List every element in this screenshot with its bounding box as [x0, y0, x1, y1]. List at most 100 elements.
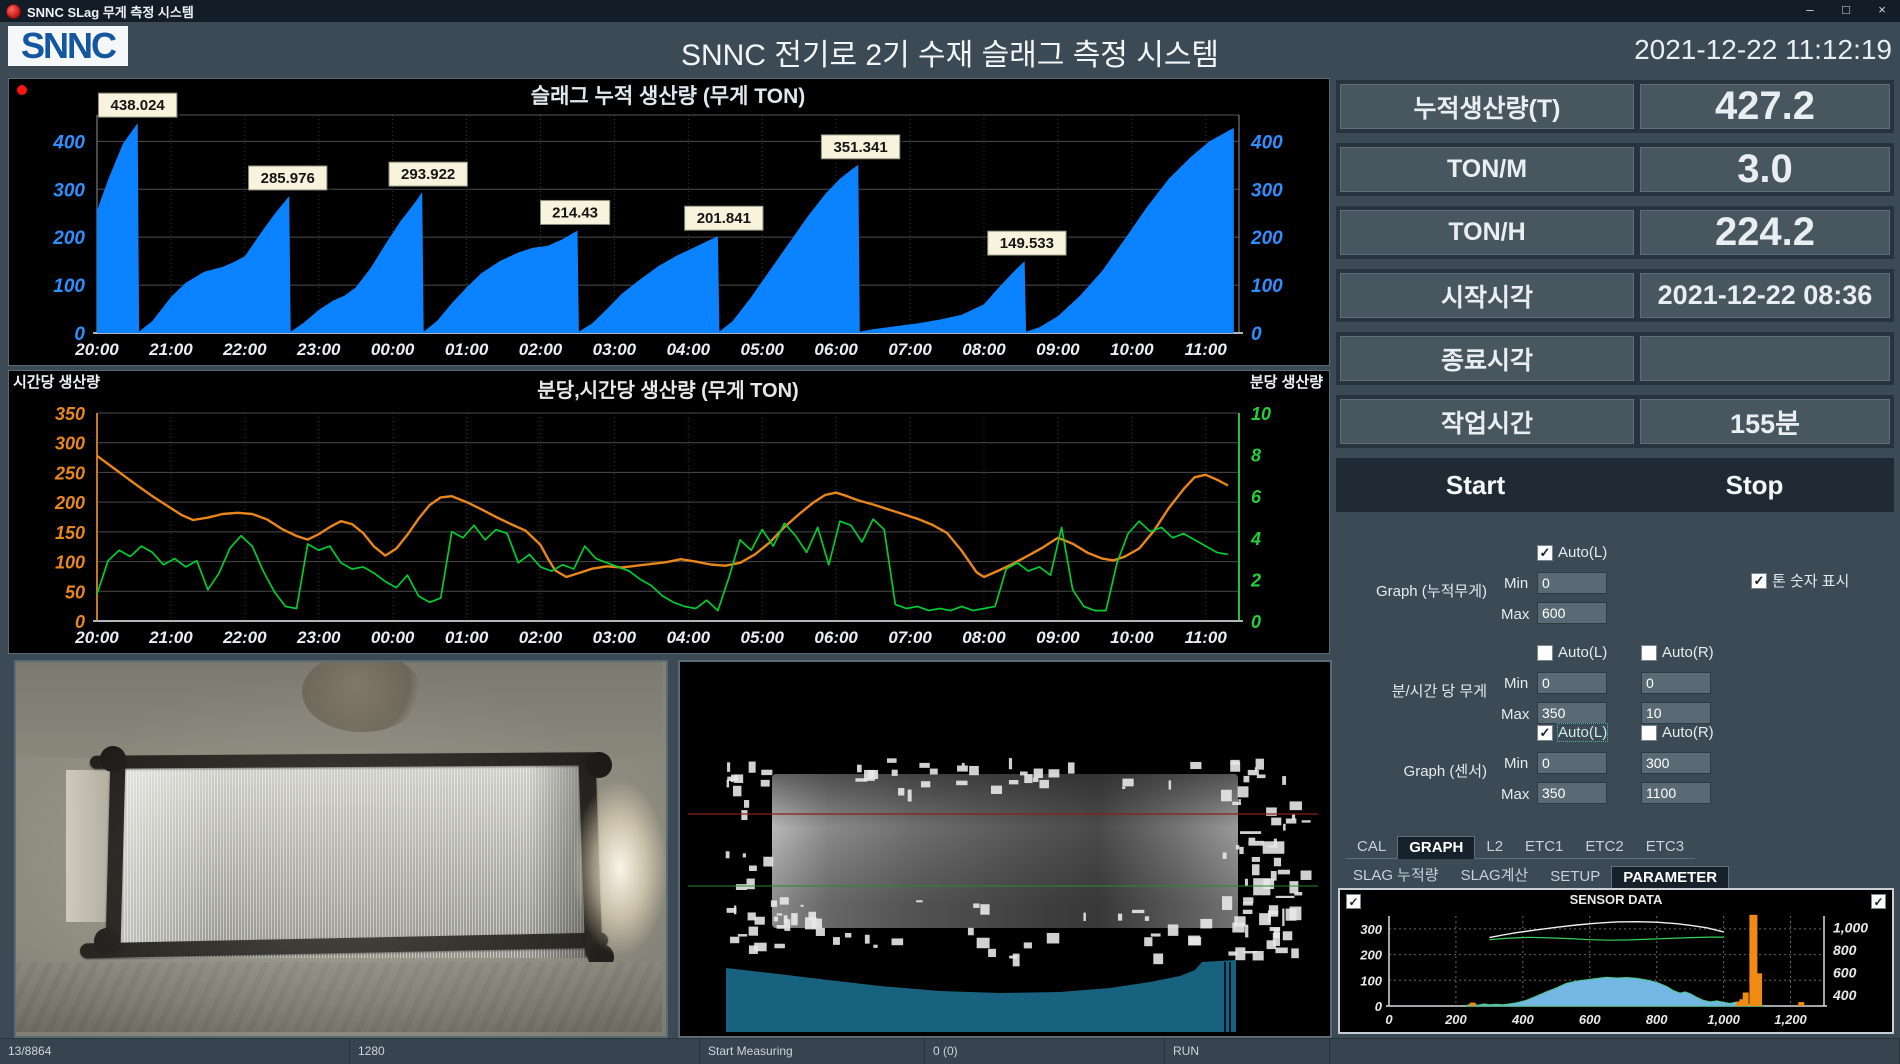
auto-right-checkbox-label: Auto(R): [1662, 724, 1714, 741]
graph-settings-group-label: Graph (센서): [1403, 763, 1487, 780]
close-button[interactable]: ×: [1878, 2, 1886, 17]
ton-number-checkbox[interactable]: ✓: [1751, 572, 1767, 589]
pipe-joint: [100, 746, 126, 772]
stat-value: 427.2: [1640, 84, 1890, 129]
auto-right-checkbox-box[interactable]: [1641, 724, 1657, 741]
camera-light-glow: [572, 780, 666, 956]
max-label: Max: [1501, 786, 1530, 803]
auto-left-checkbox-label: Auto(L): [1558, 544, 1608, 561]
page-title: SNNC 전기로 2기 수재 슬래그 측정 시스템: [680, 39, 1220, 72]
svg-text:150: 150: [55, 523, 85, 543]
svg-text:0: 0: [1251, 612, 1261, 632]
svg-text:4: 4: [1250, 529, 1261, 549]
tab-bar-upper: CAL GRAPH L2 ETC1 ETC2 ETC3: [1346, 836, 1696, 859]
tab-bar-lower: SLAG 누적량 SLAG계산 SETUP PARAMETER: [1342, 862, 1730, 889]
svg-text:201.841: 201.841: [697, 210, 751, 227]
camera-haze: [16, 662, 666, 1036]
svg-text:06:00: 06:00: [814, 628, 858, 647]
min-right-input[interactable]: [1641, 672, 1711, 694]
svg-text:800: 800: [1833, 942, 1857, 958]
max-left-input[interactable]: [1537, 782, 1607, 804]
max-right-input[interactable]: [1641, 702, 1711, 724]
recording-indicator-dot: [17, 85, 27, 95]
svg-text:20:00: 20:00: [74, 628, 119, 647]
stat-label: 시작시각: [1340, 273, 1634, 318]
svg-text:10: 10: [1251, 404, 1271, 424]
tab-cal[interactable]: CAL: [1357, 838, 1387, 855]
auto-left-checkbox[interactable]: ✓ Auto(L): [1537, 723, 1609, 742]
svg-text:09:00: 09:00: [1036, 628, 1080, 647]
svg-text:03:00: 03:00: [593, 340, 637, 359]
svg-text:250: 250: [54, 463, 85, 483]
tab-etc2[interactable]: ETC2: [1585, 838, 1624, 855]
stat-label: 종료시각: [1340, 336, 1634, 381]
svg-text:03:00: 03:00: [593, 628, 637, 647]
auto-right-checkbox[interactable]: Auto(R): [1641, 724, 1714, 741]
svg-text:200: 200: [1359, 948, 1382, 963]
svg-text:1,000: 1,000: [1833, 919, 1868, 935]
auto-left-checkbox-box[interactable]: ✓: [1537, 724, 1553, 741]
svg-text:01:00: 01:00: [445, 340, 489, 359]
stat-label: 누적생산량(T): [1340, 84, 1634, 129]
svg-text:0: 0: [1385, 1012, 1393, 1027]
tab-slag계산[interactable]: SLAG계산: [1460, 867, 1529, 884]
svg-text:08:00: 08:00: [962, 340, 1006, 359]
sensor-left-checkbox[interactable]: ✓: [1346, 894, 1361, 909]
status-bar: 13/8864 1280 Start Measuring 0 (0) RUN: [0, 1038, 1900, 1064]
stat-value: 155분: [1640, 399, 1890, 444]
auto-right-checkbox[interactable]: Auto(R): [1641, 644, 1714, 661]
svg-text:1,000: 1,000: [1707, 1012, 1740, 1027]
max-left-input[interactable]: [1537, 602, 1607, 624]
tab-setup[interactable]: SETUP: [1550, 868, 1601, 885]
svg-text:200: 200: [54, 493, 85, 513]
depth-gradient-rectangle: [772, 774, 1238, 928]
svg-text:0: 0: [74, 324, 85, 345]
status-segment: 1280: [350, 1039, 700, 1064]
start-button[interactable]: Start: [1445, 469, 1506, 500]
tab-etc1[interactable]: ETC1: [1525, 838, 1564, 855]
min-right-input[interactable]: [1641, 752, 1711, 774]
tab-l2[interactable]: L2: [1486, 838, 1504, 855]
tab-parameter[interactable]: PARAMETER: [1611, 866, 1730, 889]
svg-text:05:00: 05:00: [741, 340, 785, 359]
svg-text:100: 100: [1360, 973, 1382, 988]
auto-right-checkbox-box[interactable]: [1641, 644, 1657, 661]
svg-text:400: 400: [52, 132, 85, 153]
auto-left-checkbox-box[interactable]: ✓: [1537, 544, 1553, 561]
max-right-input[interactable]: [1641, 782, 1711, 804]
auto-left-checkbox[interactable]: Auto(L): [1537, 644, 1607, 661]
stat-label: 작업시간: [1340, 399, 1634, 444]
minimize-button[interactable]: –: [1806, 2, 1814, 17]
tab-etc3[interactable]: ETC3: [1645, 838, 1685, 855]
window-title: SNNC SLag 무게 측정 시스템: [27, 4, 194, 20]
svg-text:11:00: 11:00: [1185, 628, 1228, 647]
tab-slag-누적량[interactable]: SLAG 누적량: [1353, 867, 1439, 884]
svg-text:100: 100: [53, 276, 85, 297]
auto-left-checkbox[interactable]: ✓ Auto(L): [1537, 544, 1607, 561]
svg-text:22:00: 22:00: [222, 340, 267, 359]
graph-settings-group-label: Graph (누적무게): [1375, 583, 1487, 600]
min-left-input[interactable]: [1537, 572, 1607, 594]
clock: 2021-12-22 11:12:19: [1634, 34, 1892, 65]
rate-chart: 0 50 100 150 200 250 300 350 0 2 4 6 8 10 20:00 21:00 22…: [13, 373, 1323, 647]
svg-text:1,200: 1,200: [1774, 1012, 1807, 1027]
stop-button[interactable]: Stop: [1725, 469, 1784, 500]
auto-left-checkbox-box[interactable]: [1537, 644, 1553, 661]
status-segment: 0 (0): [925, 1039, 1165, 1064]
max-left-input[interactable]: [1537, 702, 1607, 724]
min-left-input[interactable]: [1537, 752, 1607, 774]
svg-text:300: 300: [55, 434, 85, 454]
tab-graph[interactable]: GRAPH: [1397, 836, 1476, 859]
maximize-button[interactable]: □: [1842, 2, 1850, 17]
min-label: Min: [1504, 675, 1529, 692]
ton-number-display-option[interactable]: ✓ 톤 숫자 표시: [1751, 570, 1849, 591]
min-left-input[interactable]: [1537, 672, 1607, 694]
svg-text:351.341: 351.341: [833, 139, 887, 156]
svg-text:01:00: 01:00: [445, 628, 489, 647]
min-label: Min: [1504, 575, 1529, 592]
stat-row: 누적생산량(T) 427.2: [1336, 80, 1894, 133]
rate-chart-panel: 0 50 100 150 200 250 300 350 0 2 4 6 8 10 20:00 21:00 22…: [8, 370, 1330, 654]
svg-text:21:00: 21:00: [148, 628, 193, 647]
sensor-right-checkbox[interactable]: ✓: [1871, 894, 1886, 909]
